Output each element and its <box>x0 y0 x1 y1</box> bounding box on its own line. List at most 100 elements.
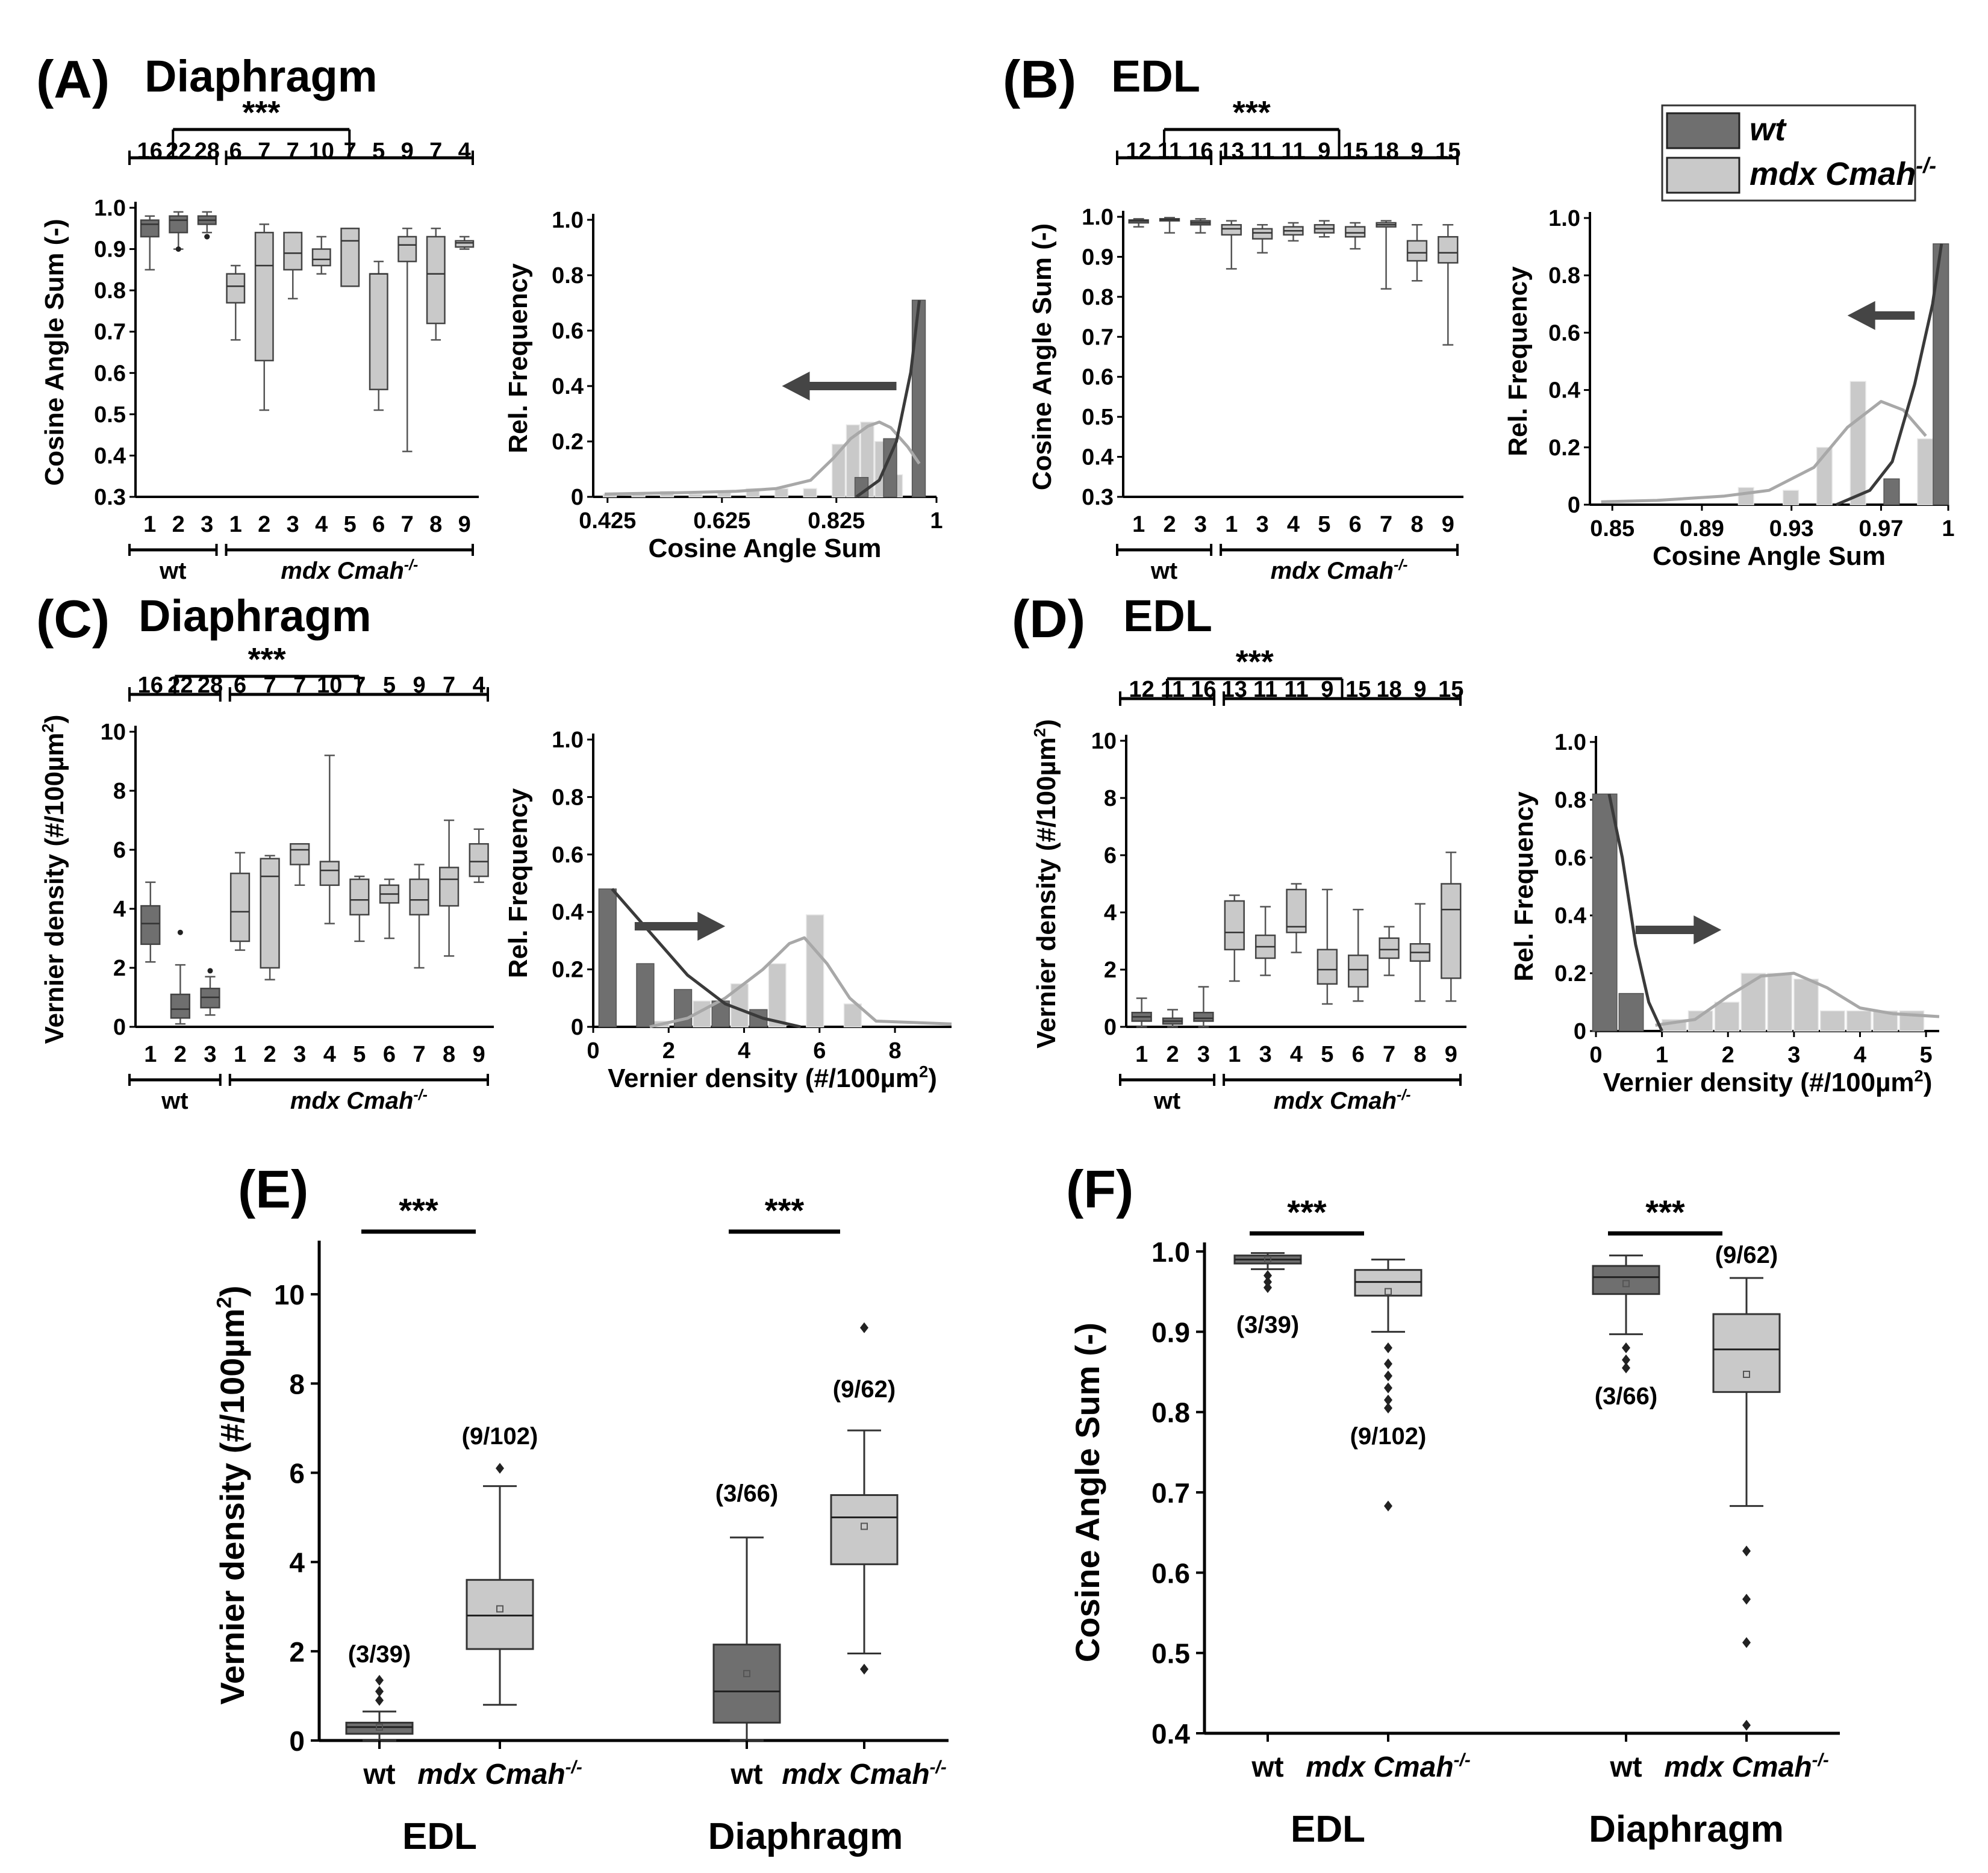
F_box-ytick-label: 0.5 <box>1151 1638 1190 1669</box>
B_hist-curve-wt <box>1836 243 1943 506</box>
A_hist-bar-mdx <box>803 488 817 497</box>
A_box-outlier <box>204 234 210 240</box>
A_hist-xtick-label: 0.425 <box>579 508 636 534</box>
E_box-outlier <box>860 1322 868 1333</box>
B_box-xtick-label: 8 <box>1410 512 1423 537</box>
A_box-ylabel: Cosine Angle Sum (-) <box>40 219 69 485</box>
D_hist-ytick-label: 0.8 <box>1554 788 1586 813</box>
D_hist-bar-mdx <box>1714 1002 1740 1032</box>
D_box-box <box>1193 1012 1214 1022</box>
D_box-xtick-label: 3 <box>1197 1042 1210 1067</box>
E_box-box <box>712 1644 781 1724</box>
A_box-xtick-label: 6 <box>372 512 385 537</box>
B_hist-bar-mdx <box>1849 381 1866 505</box>
E_box-sig-stars: *** <box>399 1191 438 1229</box>
B_box-ytick-label: 0.8 <box>1082 285 1114 310</box>
C_box-xtick-label: 3 <box>293 1042 306 1067</box>
F_box-outlier <box>1264 1276 1272 1288</box>
F_box-xtick-label: mdx Cmah-/- <box>1306 1750 1471 1783</box>
E_box-box <box>345 1721 414 1735</box>
B_box-n-label: 11 <box>1281 139 1305 164</box>
C_box-xtick-label: 2 <box>174 1042 187 1067</box>
D_hist-bar-mdx <box>1846 1010 1872 1032</box>
D_hist-bar-mdx <box>1793 978 1819 1032</box>
C_box-xtick-label: 7 <box>413 1042 425 1067</box>
legend: wt mdx Cmah-/- <box>1661 104 1936 202</box>
C_hist-ytick-label: 0.2 <box>552 958 584 983</box>
D_hist-bar-mdx <box>1740 973 1766 1032</box>
B_box-box <box>1345 226 1366 238</box>
E_box-mean-marker <box>743 1669 750 1677</box>
C_box-sig-stars: *** <box>248 641 286 678</box>
D_box-n-label: 9 <box>1321 677 1333 702</box>
A_hist-xlabel: Cosine Angle Sum <box>648 534 881 563</box>
F_box-outlier <box>1622 1342 1630 1353</box>
D_box-ytick-label: 0 <box>1104 1015 1117 1040</box>
F_box-ytick-label: 1.0 <box>1151 1236 1190 1268</box>
D_hist-xtick-label: 5 <box>1920 1042 1933 1068</box>
D_box-xtick-label: 4 <box>1290 1042 1303 1067</box>
F_box-ylabel: Cosine Angle Sum (-) <box>1068 1323 1106 1662</box>
B_box-box <box>1406 240 1428 262</box>
C_box-ytick-label: 8 <box>113 779 126 804</box>
A_box-n-label: 4 <box>458 139 471 164</box>
legend-swatch-mdx <box>1666 157 1740 194</box>
D_box-ytick-label: 2 <box>1104 958 1117 983</box>
D_box-xtick-label: 3 <box>1259 1042 1272 1067</box>
B_hist-bar-mdx <box>1782 490 1799 505</box>
C_hist-xtick-label: 6 <box>813 1038 826 1064</box>
A_hist-arrow-head <box>782 372 810 400</box>
B_hist-ytick-label: 0.2 <box>1548 435 1580 461</box>
E_box-muscle-label: EDL <box>402 1816 477 1857</box>
E_box-count-label: (3/66) <box>715 1480 779 1507</box>
A_box-ytick-label: 0.3 <box>94 485 126 510</box>
A_hist-curve-mdx <box>604 420 921 496</box>
D_box-xtick-label: 9 <box>1445 1042 1457 1067</box>
B_hist-ytick-label: 0.6 <box>1548 320 1580 346</box>
D_hist-ylabel: Rel. Frequency <box>1509 791 1539 982</box>
C_box-group-label-wt: wt <box>161 1088 188 1114</box>
D_hist-bar-mdx <box>1872 1010 1898 1032</box>
D_hist-ytick-label: 0 <box>1574 1019 1586 1044</box>
E_box-count-label: (9/102) <box>462 1423 538 1450</box>
E_box-box <box>466 1578 534 1650</box>
D_box-box <box>1441 883 1462 979</box>
B_box-n-label: 9 <box>1318 139 1330 164</box>
E_box-xtick-label: mdx Cmah-/- <box>417 1757 582 1790</box>
B_box-xtick-label: 4 <box>1287 512 1300 537</box>
C_box-box <box>290 843 310 865</box>
E_box-xtick-label: wt <box>363 1759 395 1790</box>
D_box-box <box>1348 955 1369 988</box>
F_box-ytick-label: 0.7 <box>1151 1477 1190 1509</box>
C_hist-ytick-label: 0 <box>571 1015 584 1040</box>
E_box-outlier <box>496 1463 504 1474</box>
F_box-xtick-label: wt <box>1609 1751 1642 1783</box>
A_hist-ytick-label: 0.2 <box>552 429 584 455</box>
C_hist-ytick-label: 1.0 <box>552 728 584 753</box>
A_box-ytick-label: 0.6 <box>94 361 126 386</box>
B_box-group-label-mdx: mdx Cmah-/- <box>1271 557 1408 584</box>
C_hist-ytick-label: 0.4 <box>552 900 584 925</box>
A_box-box <box>283 231 303 271</box>
C_hist-xtick-label: 2 <box>662 1038 675 1064</box>
E_box-ytick-label: 0 <box>289 1725 305 1757</box>
B_box-ylabel: Cosine Angle Sum (-) <box>1027 223 1057 490</box>
B_box-n-label: 11 <box>1250 139 1274 164</box>
A_box-box <box>226 273 246 304</box>
A_box-box <box>455 240 475 248</box>
A_box-ytick-label: 0.7 <box>94 320 126 345</box>
A_box-xtick-label: 1 <box>143 512 156 537</box>
panel-letter-a: (A) <box>36 49 110 109</box>
C_box-group-label-mdx: mdx Cmah-/- <box>290 1087 428 1114</box>
F_box-muscle-label: EDL <box>1291 1809 1365 1850</box>
E_box-mean-marker <box>496 1605 503 1613</box>
C_box-n-label: 4 <box>473 673 485 698</box>
F_box-outlier <box>1742 1637 1751 1648</box>
F_box-count-label: (3/39) <box>1236 1312 1300 1338</box>
F_box-xtick-label: wt <box>1251 1751 1283 1783</box>
legend-frame <box>1661 104 1916 202</box>
D_box-ytick-label: 10 <box>1091 729 1117 754</box>
B_box-box <box>1251 228 1273 240</box>
A_box-xtick-label: 3 <box>287 512 299 537</box>
